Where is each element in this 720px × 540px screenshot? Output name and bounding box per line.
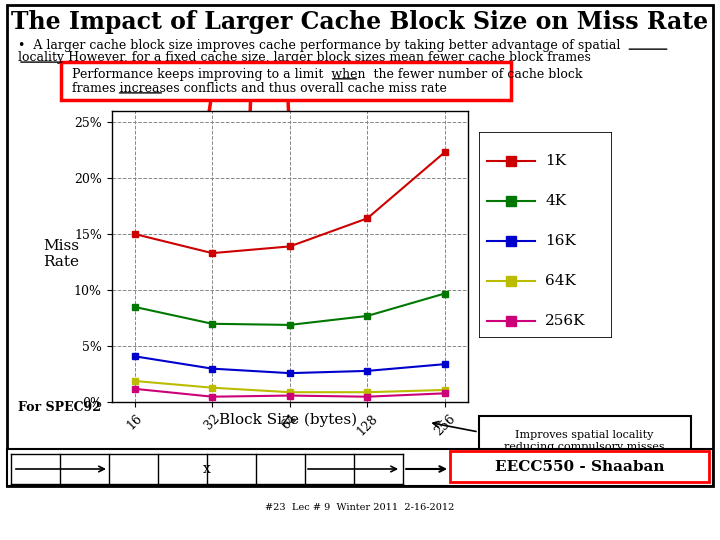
Text: 16K: 16K: [546, 234, 576, 248]
Text: frames increases conflicts and thus overall cache miss rate: frames increases conflicts and thus over…: [72, 82, 447, 95]
Text: Improves spatial locality
reducing compulsory misses: Improves spatial locality reducing compu…: [504, 430, 665, 452]
Text: EECC550 - Shaaban: EECC550 - Shaaban: [495, 460, 665, 474]
Text: 1K: 1K: [546, 154, 567, 168]
Text: Block Size (bytes): Block Size (bytes): [219, 413, 357, 427]
Bar: [7, 5, 713, 486]
Bar: [479, 416, 691, 467]
Bar: [7, 449, 713, 486]
Text: 256K: 256K: [546, 314, 586, 328]
Text: x: x: [203, 462, 211, 476]
Text: Miss
Rate: Miss Rate: [43, 239, 79, 269]
Text: #23  Lec # 9  Winter 2011  2-16-2012: #23 Lec # 9 Winter 2011 2-16-2012: [265, 503, 455, 512]
Text: locality However, for a fixed cache size, larger block sizes mean fewer cache bl: locality However, for a fixed cache size…: [18, 51, 591, 64]
Text: The Impact of Larger Cache Block Size on Miss Rate: The Impact of Larger Cache Block Size on…: [12, 10, 708, 33]
Text: 4K: 4K: [546, 194, 567, 208]
Text: •  A larger cache block size improves cache performance by taking better advanta: • A larger cache block size improves cac…: [18, 39, 621, 52]
Bar: [61, 62, 511, 100]
Text: 64K: 64K: [546, 274, 576, 288]
Text: For SPEC92: For SPEC92: [18, 401, 101, 414]
Text: Performance keeps improving to a limit  when  the fewer number of cache block: Performance keeps improving to a limit w…: [72, 68, 582, 81]
Bar: [450, 451, 709, 482]
